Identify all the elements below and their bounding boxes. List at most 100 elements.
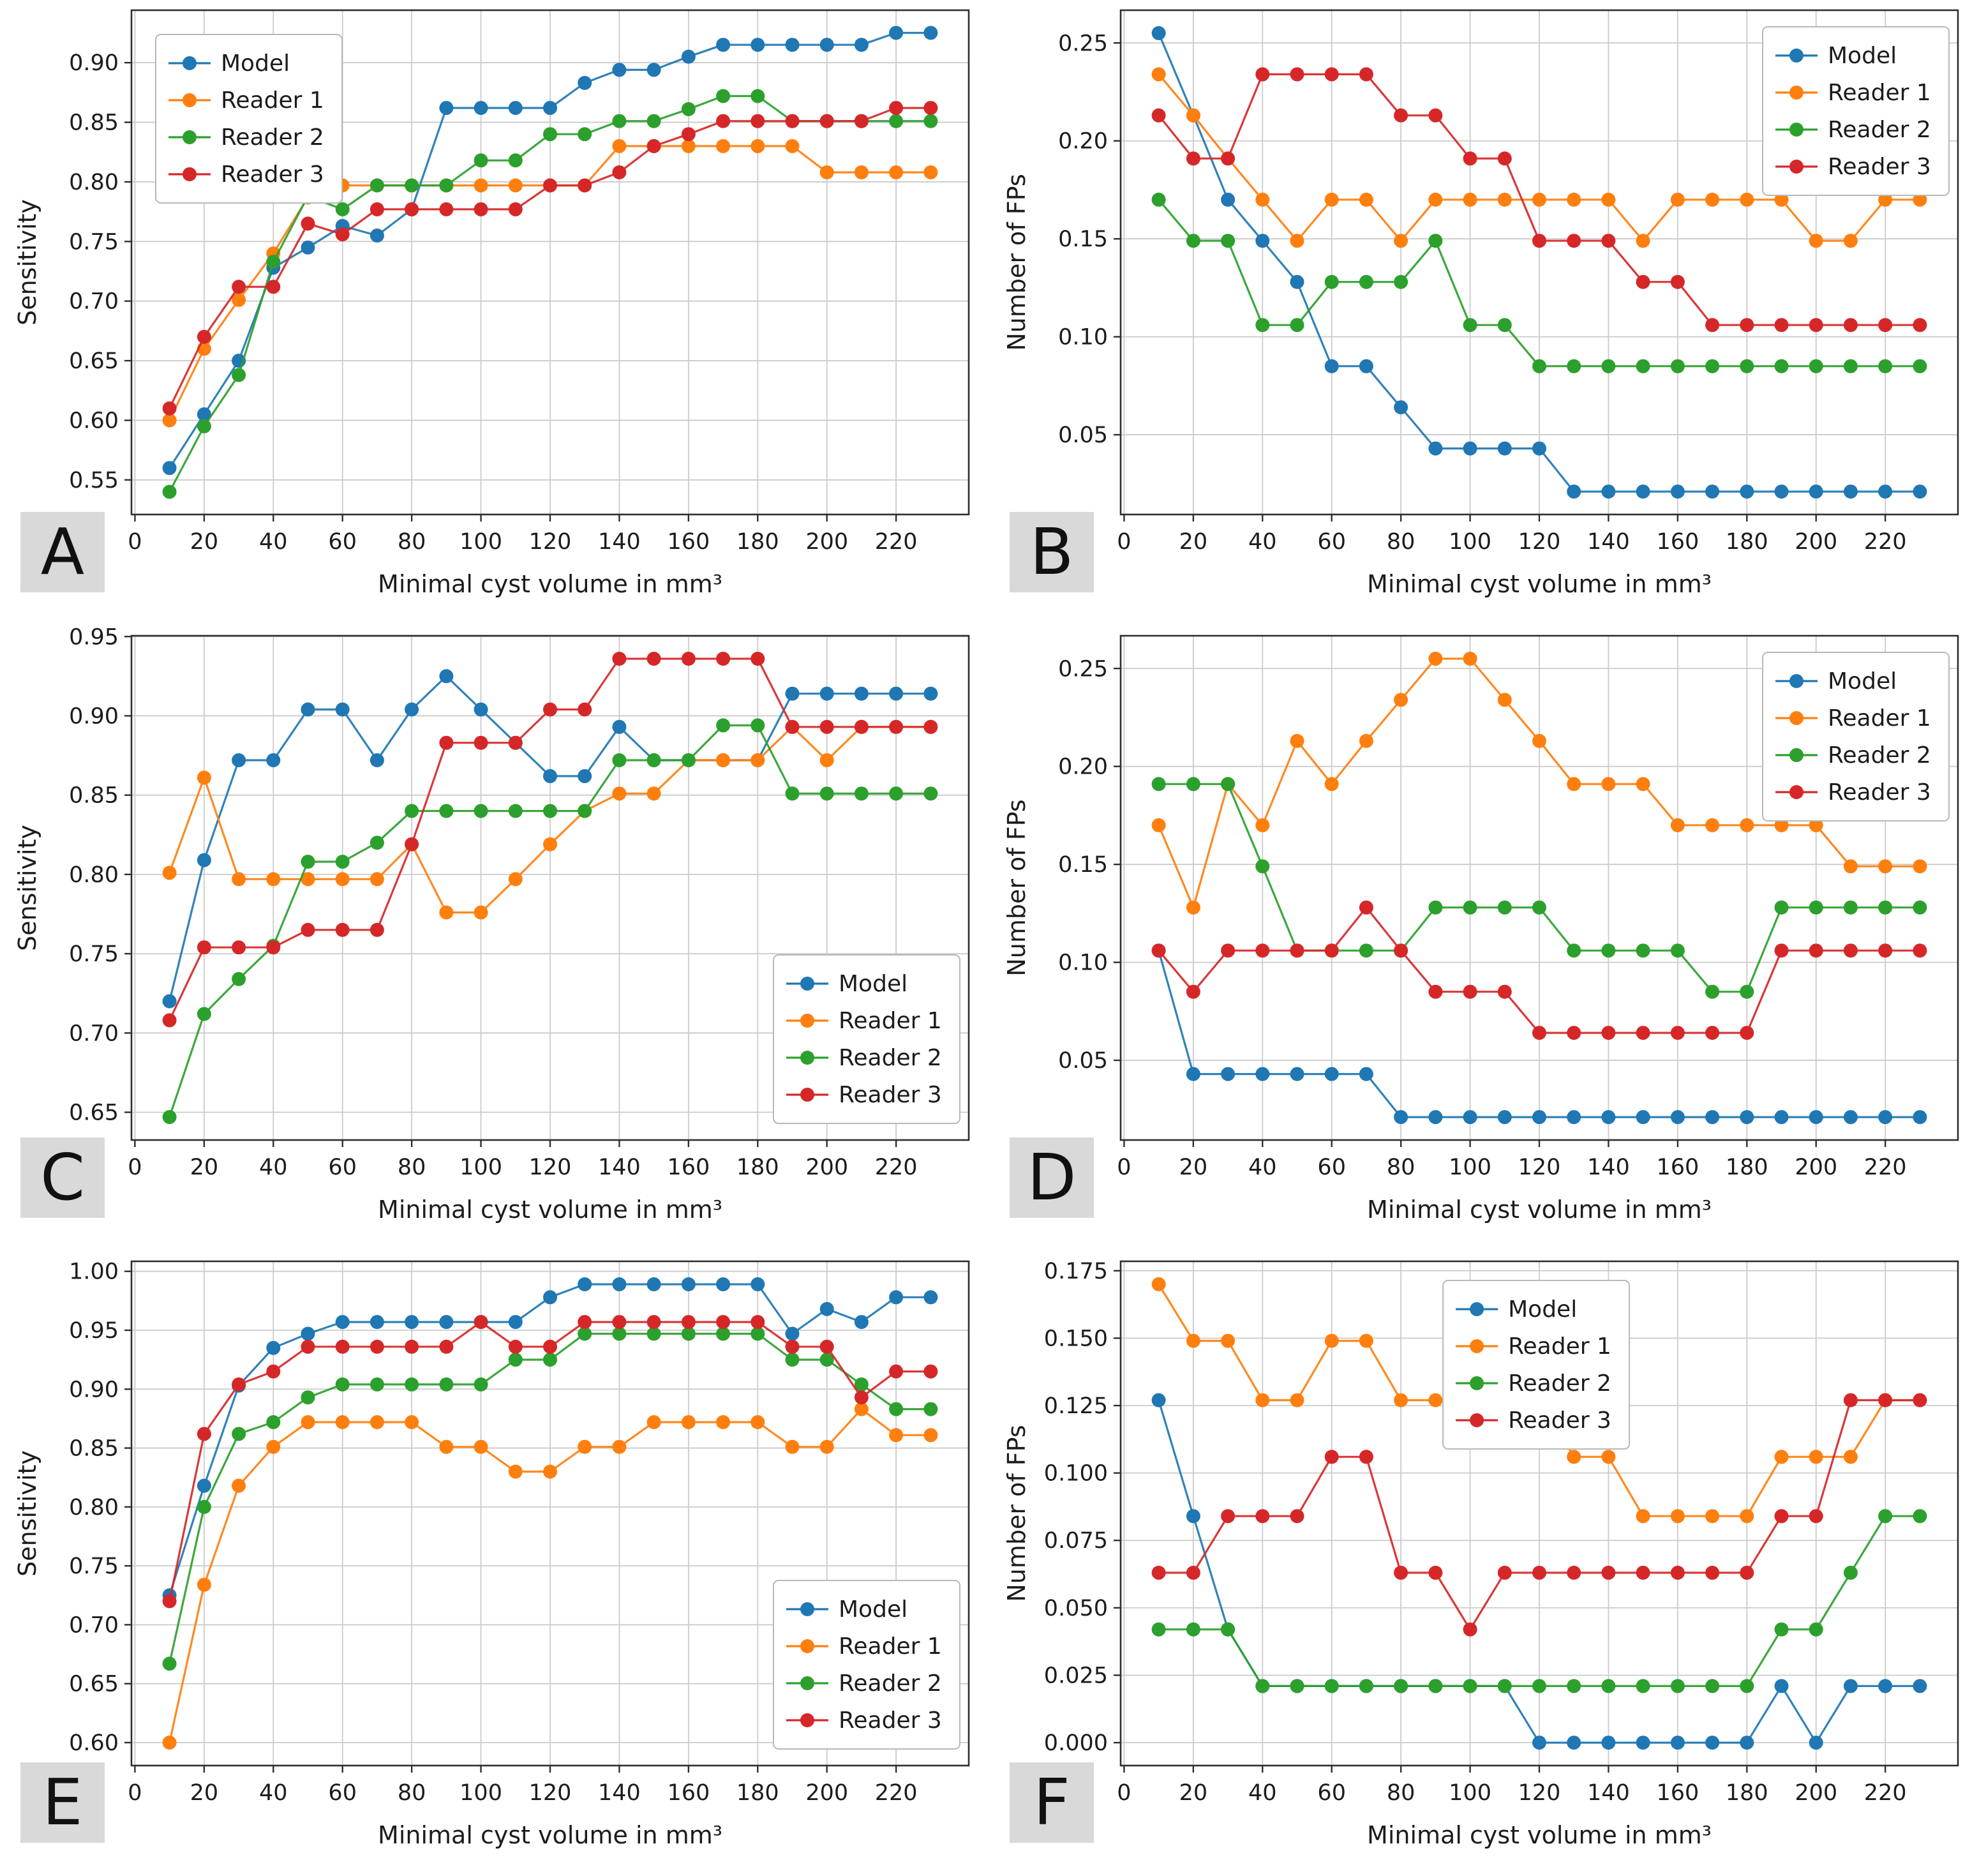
data-point xyxy=(1255,943,1270,958)
data-point xyxy=(1255,318,1270,333)
data-point xyxy=(197,329,211,344)
data-point xyxy=(1601,943,1616,958)
data-point xyxy=(1255,1679,1270,1693)
data-point xyxy=(1463,984,1477,999)
y-tick-label: 0.125 xyxy=(1044,1393,1108,1419)
data-point xyxy=(162,994,177,1009)
y-tick-label: 0.10 xyxy=(1058,950,1108,976)
data-point xyxy=(1463,318,1477,333)
data-point xyxy=(785,1339,800,1354)
data-point xyxy=(1843,484,1858,499)
data-point xyxy=(1463,151,1477,166)
y-tick-label: 0.25 xyxy=(1058,31,1108,56)
data-point xyxy=(889,165,904,179)
y-tick-label: 0.90 xyxy=(69,703,119,729)
data-point xyxy=(1878,318,1893,333)
data-point xyxy=(1290,318,1304,333)
legend-item-reader-2: Reader 2 xyxy=(1775,117,1931,143)
data-point xyxy=(474,1377,488,1392)
x-tick-label: 0 xyxy=(1117,529,1131,555)
data-point xyxy=(1740,192,1754,207)
y-tick-label: 0.85 xyxy=(69,110,119,136)
y-axis: 0.65 0.70 0.75 0.80 0.85 0.90 0.95 xyxy=(69,626,131,1126)
data-point xyxy=(1809,1736,1823,1750)
legend-label: Reader 1 xyxy=(839,1633,942,1660)
data-point xyxy=(1497,318,1512,333)
series-reader-3 xyxy=(1151,67,1927,333)
data-point xyxy=(889,114,904,128)
data-point xyxy=(1532,234,1546,248)
data-point xyxy=(162,401,177,416)
data-point xyxy=(819,1353,834,1367)
x-tick-label: 200 xyxy=(805,1780,848,1806)
data-point xyxy=(301,1326,315,1341)
legend-marker-icon xyxy=(1470,1339,1484,1353)
data-point xyxy=(1878,900,1893,915)
data-point xyxy=(578,769,592,783)
data-point xyxy=(1740,818,1754,832)
data-point xyxy=(923,1290,938,1305)
legend-marker-icon xyxy=(800,1014,814,1028)
data-point xyxy=(681,102,696,116)
data-point xyxy=(1774,1679,1789,1693)
data-point xyxy=(1670,1736,1685,1750)
data-point xyxy=(1670,943,1685,958)
data-point xyxy=(405,1339,419,1354)
data-point xyxy=(1463,651,1477,666)
data-point xyxy=(1913,859,1927,874)
legend-label: Reader 1 xyxy=(1828,80,1931,106)
legend-item-reader-3: Reader 3 xyxy=(786,1082,942,1108)
legend-item-reader-2: Reader 2 xyxy=(786,1045,942,1071)
data-point xyxy=(1705,1736,1720,1750)
data-point xyxy=(474,101,488,116)
chart-svg-F: 0 20 40 60 80 100 120 140 160 180 200 220 0.000 0.025… xyxy=(989,1251,1978,1875)
data-point xyxy=(1601,359,1616,373)
data-point xyxy=(785,686,800,701)
data-point xyxy=(335,922,350,937)
data-point xyxy=(646,1277,661,1291)
data-point xyxy=(439,804,454,818)
x-tick-label: 140 xyxy=(1587,529,1630,555)
data-point xyxy=(1255,1509,1270,1524)
data-point xyxy=(1394,234,1408,248)
data-point xyxy=(819,114,834,128)
data-point xyxy=(646,1326,661,1341)
legend-item-reader-2: Reader 2 xyxy=(1456,1370,1611,1397)
data-point xyxy=(785,1353,800,1367)
y-tick-label: 0.150 xyxy=(1044,1326,1108,1351)
data-point xyxy=(474,1439,488,1454)
data-point xyxy=(370,178,384,193)
legend-marker-icon xyxy=(800,977,814,991)
data-point xyxy=(1186,151,1200,166)
data-point xyxy=(439,202,454,216)
data-point xyxy=(1878,359,1893,373)
data-point xyxy=(578,178,592,193)
y-tick-label: 0.80 xyxy=(69,170,119,195)
data-point xyxy=(646,786,661,801)
chart-svg-D: 0 20 40 60 80 100 120 140 160 180 200 2200.050.100.… xyxy=(989,626,1978,1250)
data-point xyxy=(1705,318,1720,333)
data-point xyxy=(439,1439,454,1454)
data-point xyxy=(751,38,765,52)
data-point xyxy=(474,153,488,168)
data-point xyxy=(578,1439,592,1454)
panel-C: 0 20 40 60 80 100 120 140 160 180 200 220 0.65 0.70 0.… xyxy=(0,626,989,1251)
data-point xyxy=(751,1277,765,1291)
y-tick-label: 0.05 xyxy=(1058,423,1108,448)
data-point xyxy=(1774,318,1789,333)
legend-marker-icon xyxy=(183,167,197,181)
data-point xyxy=(1774,484,1789,499)
data-point xyxy=(785,1439,800,1454)
data-point xyxy=(405,178,419,193)
data-point xyxy=(439,905,454,920)
data-point xyxy=(1567,1026,1581,1040)
data-point xyxy=(1636,943,1650,958)
data-point xyxy=(474,178,488,193)
data-point xyxy=(266,753,281,767)
data-point xyxy=(1532,441,1546,456)
legend-marker-icon xyxy=(800,1088,814,1102)
legend-marker-icon xyxy=(1789,160,1804,174)
data-point xyxy=(1290,1509,1304,1524)
x-tick-label: 100 xyxy=(459,1155,502,1180)
data-point xyxy=(1359,1067,1373,1081)
